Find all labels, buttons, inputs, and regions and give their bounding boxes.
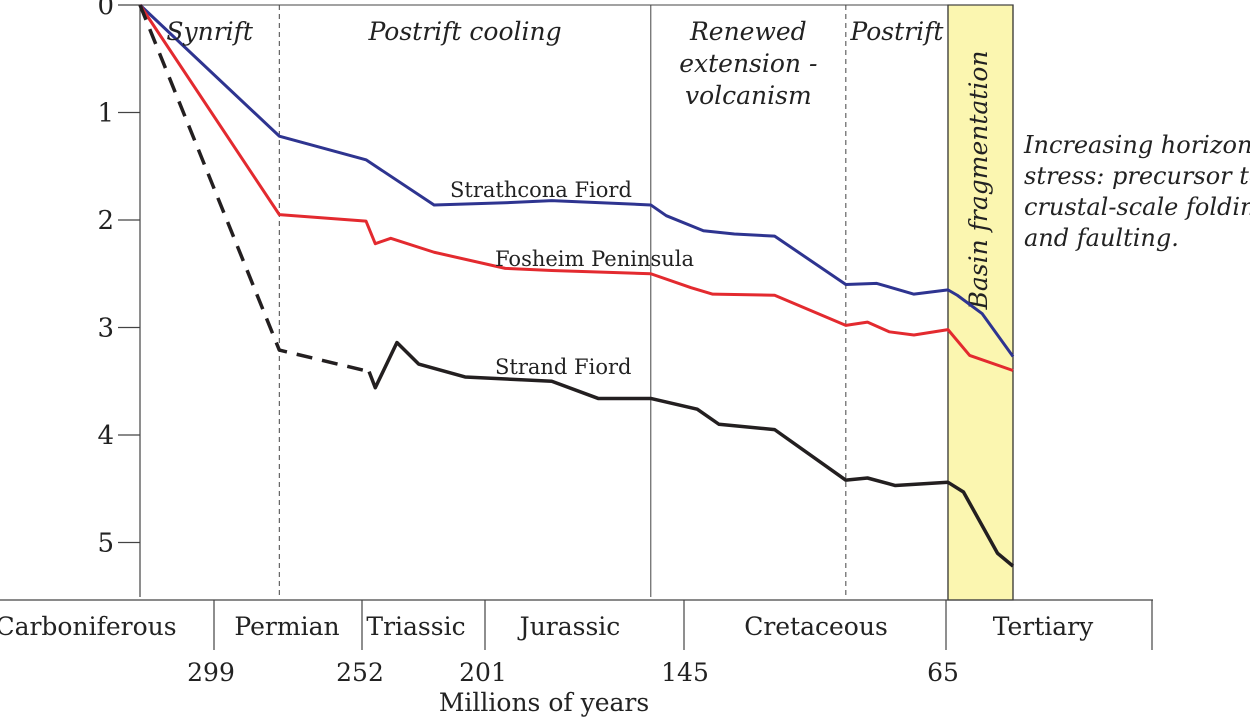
phase-label-synrift: Synrift [166,17,254,46]
period-label-carboniferous: Carboniferous [0,612,177,641]
phase-label-renewed-extension-volcanism: Renewed extension -volcanism [679,17,817,110]
y-tick-label-5: 5 [97,529,114,559]
period-label-jurassic: Jurassic [517,612,621,641]
basin-fragmentation-label: Basin fragmentation [964,50,993,310]
strathcona-fiord-line [138,3,1015,358]
strand-fiord-label: Strand Fiord [495,355,631,379]
y-tick-label-0: 0 [97,0,114,21]
age-tick-299: 299 [187,658,235,687]
y-tick-label-4: 4 [97,421,114,451]
age-tick-65: 65 [927,658,959,687]
age-tick-145: 145 [661,658,709,687]
period-label-cretaceous: Cretaceous [744,612,888,641]
period-label-tertiary: Tertiary [993,612,1094,641]
y-tick-label-3: 3 [97,314,114,344]
phase-label-postrift-cooling: Postrift cooling [367,17,561,46]
phase-label-postrift: Postrift [849,17,944,46]
age-tick-252: 252 [336,658,384,687]
strathcona-fiord-label: Strathcona Fiord [450,178,632,202]
stress-annotation: Increasing horizontalstress: precursor t… [1023,131,1250,252]
y-tick-label-1: 1 [97,99,114,129]
period-label-triassic: Triassic [366,612,465,641]
fosheim-peninsula-label: Fosheim Peninsula [495,247,694,271]
age-tick-201: 201 [459,658,507,687]
strand-fiord-line [367,340,1015,568]
period-label-permian: Permian [234,612,339,641]
strand-fiord-dashed-segment [138,4,370,374]
y-tick-label-2: 2 [97,206,114,236]
fosheim-peninsula-line [138,4,1014,372]
basin-fragmentation-band [947,4,1014,601]
x-axis-label: Millions of years [439,688,649,717]
